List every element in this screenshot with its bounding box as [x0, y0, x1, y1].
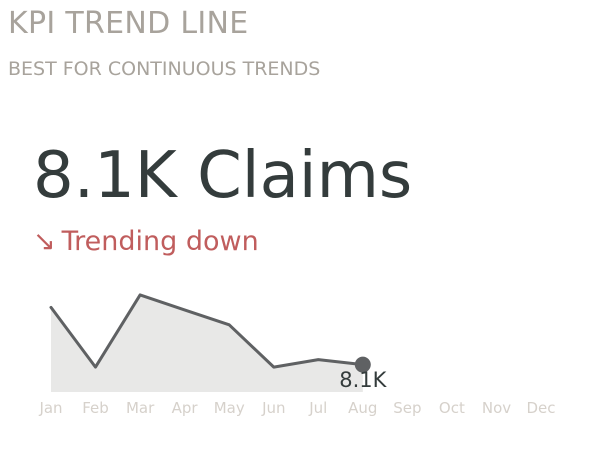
x-tick-label-jun: Jun: [261, 399, 285, 417]
last-value-label: 8.1K: [339, 368, 387, 392]
area-layer: [51, 294, 363, 392]
trend-area: [51, 294, 363, 392]
kpi-value: 8.1K Claims: [33, 139, 413, 213]
x-tick-label-jul: Jul: [308, 399, 327, 417]
x-tick-label-nov: Nov: [482, 399, 511, 417]
chart-subtitle: BEST FOR CONTINUOUS TRENDS: [8, 58, 321, 80]
trend-down-arrow-icon: ↘: [33, 226, 56, 257]
x-tick-label-may: May: [214, 399, 245, 417]
kpi-trend: ↘ Trending down: [33, 224, 259, 260]
trend-chart: 8.1K Jan Feb Mar Apr May Jun Jul Aug Sep Oct Nov De…: [38, 293, 556, 417]
line-layer: [49, 293, 365, 369]
marker-layer: 8.1K: [339, 356, 388, 392]
x-tick-label-jan: Jan: [38, 399, 62, 417]
x-tick-label-mar: Mar: [126, 399, 155, 417]
kpi-trend-label: Trending down: [61, 226, 259, 257]
trend-line: [49, 293, 365, 369]
x-tick-label-dec: Dec: [526, 399, 555, 417]
x-axis-ticks: Jan Feb Mar Apr May Jun Jul Aug Sep Oct Nov Dec: [38, 399, 555, 417]
last-point-marker: [354, 356, 371, 373]
x-tick-label-oct: Oct: [439, 399, 465, 417]
x-tick-label-feb: Feb: [82, 399, 109, 417]
x-tick-label-sep: Sep: [393, 399, 421, 417]
x-tick-label-apr: Apr: [172, 399, 199, 417]
x-tick-label-aug: Aug: [348, 399, 377, 417]
chart-title: KPI TREND LINE: [8, 6, 249, 41]
